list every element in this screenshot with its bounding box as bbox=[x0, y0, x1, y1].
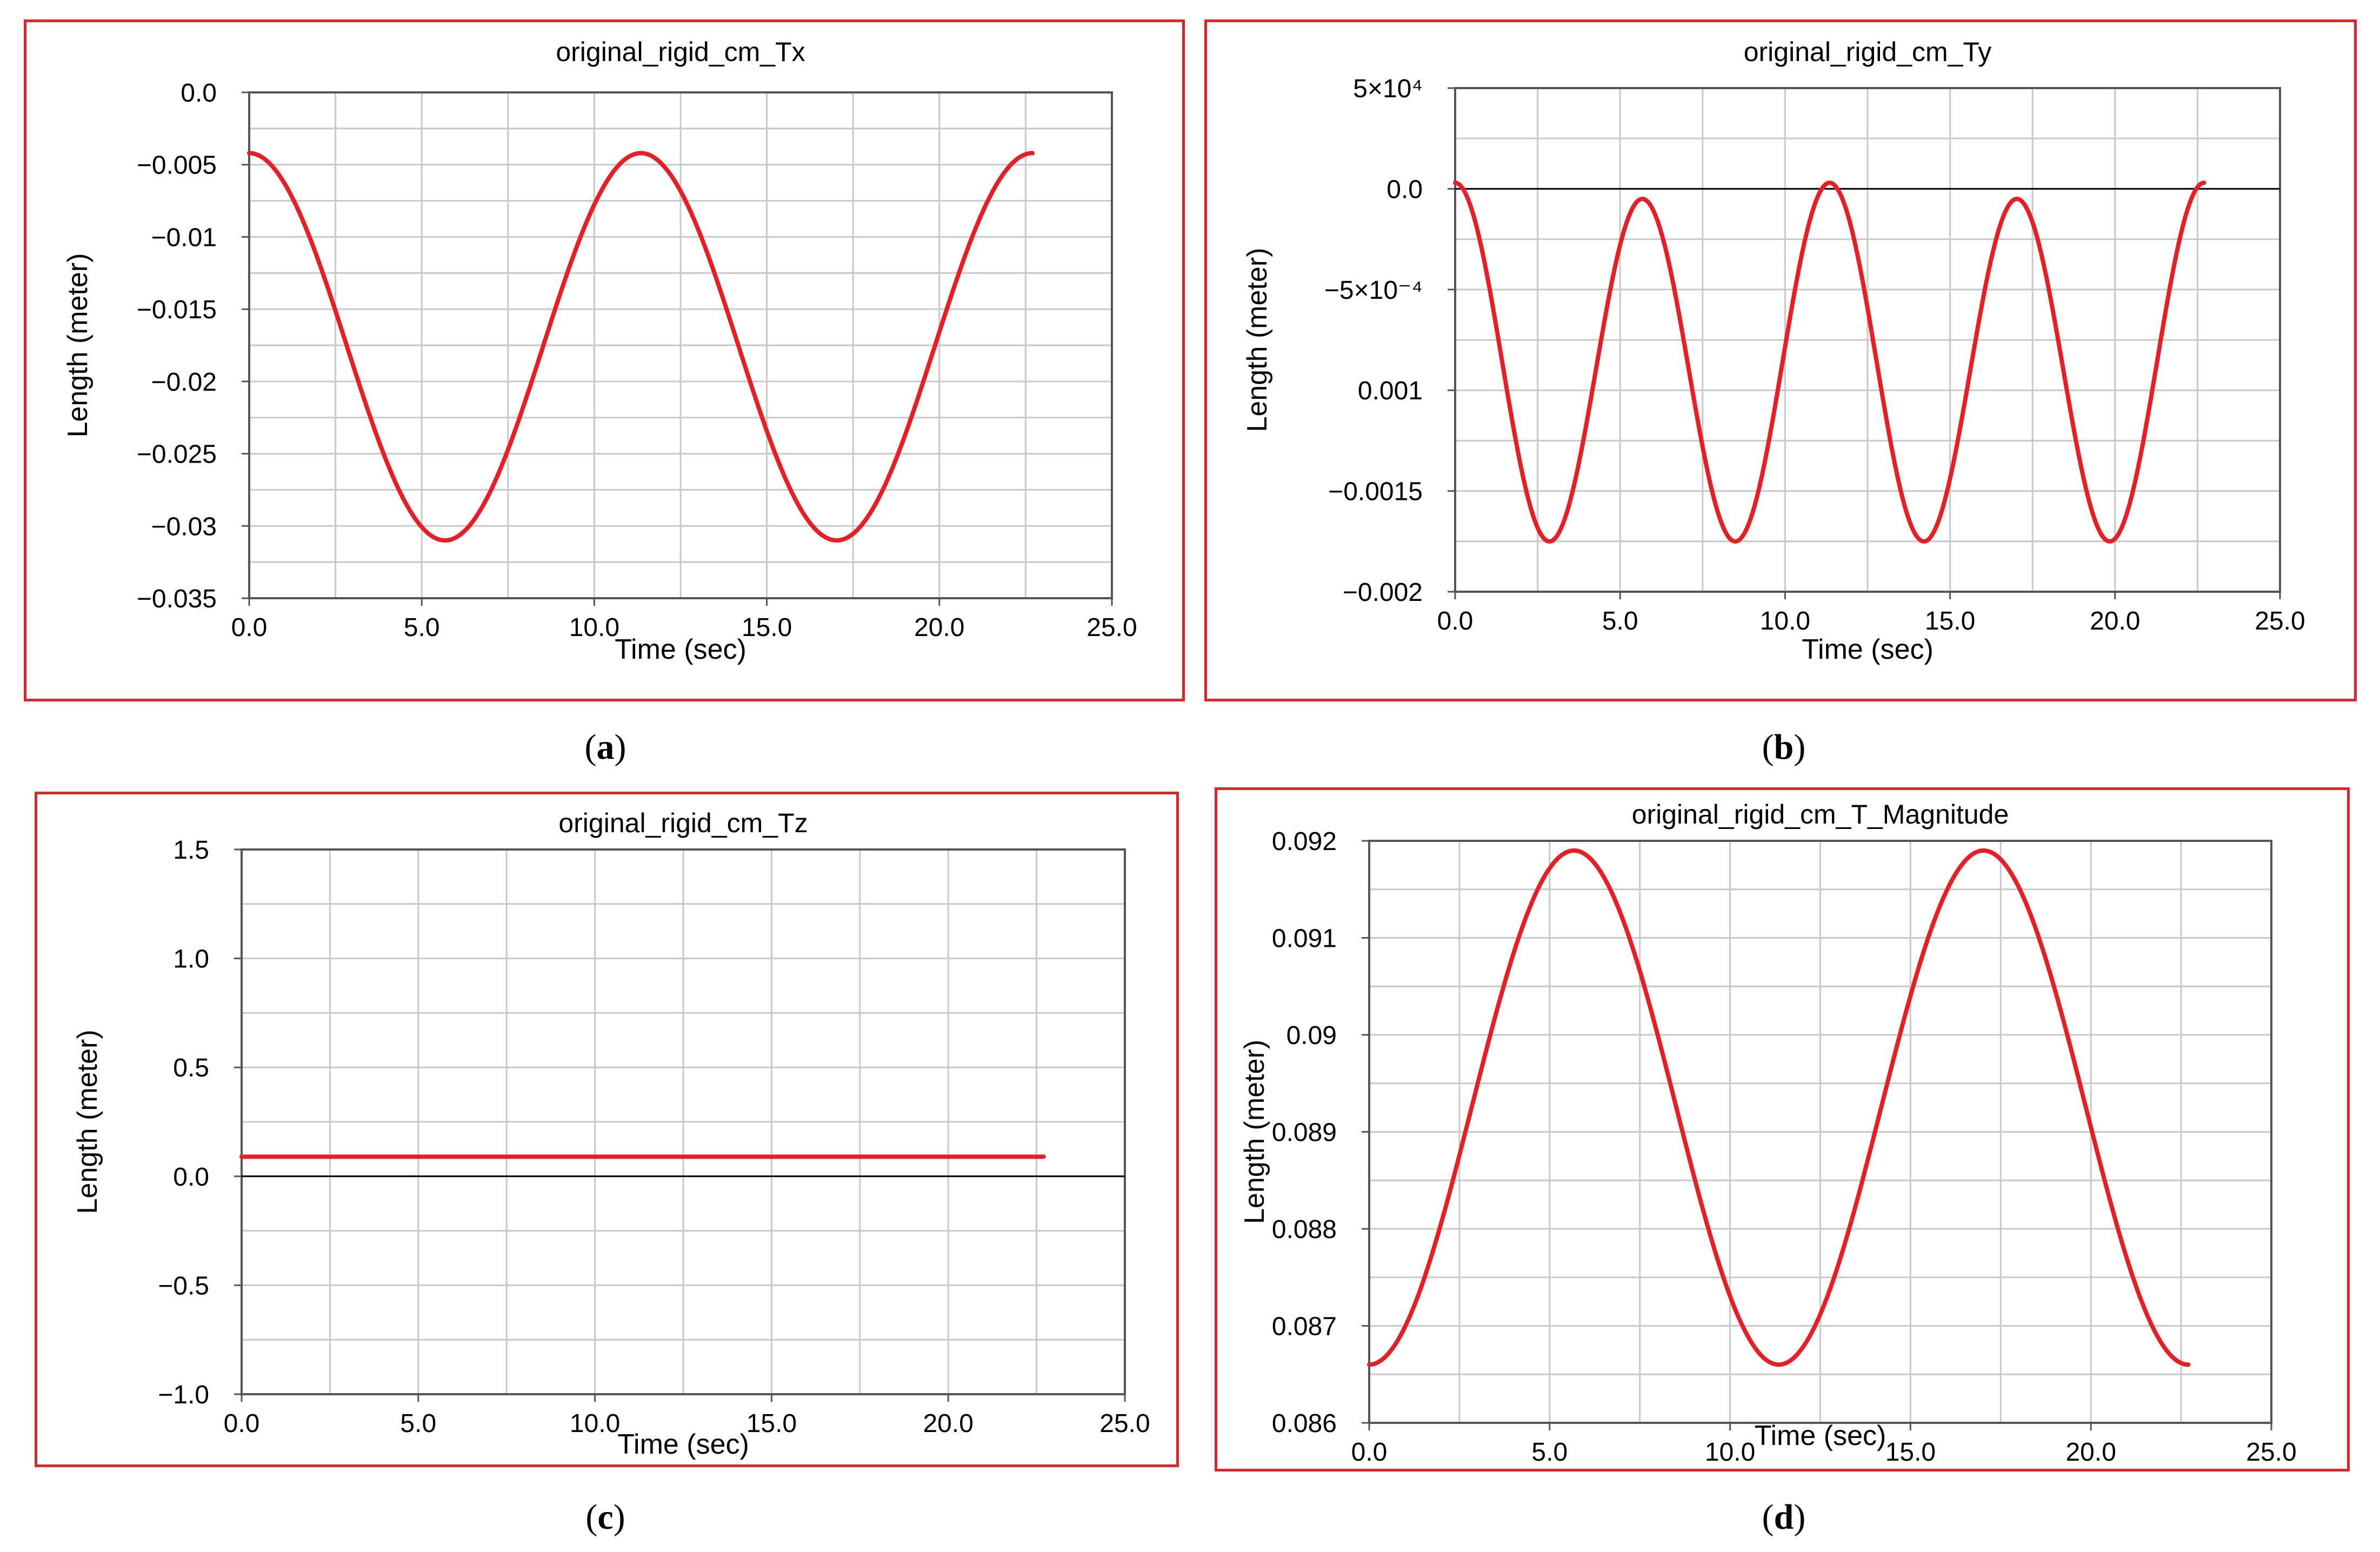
panel-a-frame: original_rigid_cm_Tx 0.0 5.0 10.0 15.0 20.0 25… bbox=[24, 19, 1185, 701]
x-tick-label: 25.0 bbox=[2255, 607, 2305, 635]
y-tick-label: 1.5 bbox=[173, 836, 209, 865]
x-tick-label: 0.0 bbox=[231, 613, 268, 642]
chart-tx: original_rigid_cm_Tx 0.0 5.0 10.0 15.0 20.0 25… bbox=[62, 37, 1137, 665]
y-tick-label: 0.001 bbox=[1358, 377, 1423, 405]
chart-ty: original_rigid_cm_Ty 0.0 5.0 10.0 15.0 20.0 25… bbox=[1242, 37, 2305, 665]
x-tick-label: 10.0 bbox=[1760, 607, 1810, 635]
x-tick-label: 25.0 bbox=[2246, 1438, 2296, 1467]
x-tick-label: 25.0 bbox=[1099, 1409, 1150, 1438]
y-tick-label: −0.035 bbox=[137, 585, 217, 613]
x-tick-label: 15.0 bbox=[1925, 607, 1975, 635]
x-tick-label: 25.0 bbox=[1086, 613, 1137, 642]
caption-a: (a) bbox=[584, 727, 626, 767]
caption-b: (b) bbox=[1762, 727, 1806, 767]
x-tick-label: 0.0 bbox=[1437, 607, 1474, 635]
x-tick-label: 20.0 bbox=[2090, 607, 2140, 635]
panel-c-frame: original_rigid_cm_Tz 0.0 5.0 10.0 15.0 20.0 25… bbox=[35, 792, 1179, 1467]
series-line bbox=[1453, 180, 2206, 544]
chart-title: original_rigid_cm_Ty bbox=[1744, 37, 1992, 67]
caption-d: (d) bbox=[1762, 1497, 1806, 1537]
y-tick-label: −1.0 bbox=[158, 1381, 209, 1409]
x-tick-label: 5.0 bbox=[404, 613, 440, 642]
chart-tz: original_rigid_cm_Tz 0.0 5.0 10.0 15.0 20.0 25… bbox=[72, 808, 1150, 1460]
chart-title: original_rigid_cm_Tz bbox=[558, 808, 808, 838]
y-tick-label: 0.0 bbox=[173, 1163, 209, 1192]
y-tick-label: −0.01 bbox=[151, 223, 217, 252]
caption-b-letter: b bbox=[1774, 727, 1794, 767]
chart-title: original_rigid_cm_T_Magnitude bbox=[1632, 799, 2009, 829]
x-tick-label: 5.0 bbox=[400, 1409, 436, 1438]
x-tick-label: 0.0 bbox=[224, 1409, 260, 1438]
y-axis-label: Length (meter) bbox=[62, 253, 94, 437]
x-axis-label: Time (sec) bbox=[1802, 634, 1934, 665]
x-tick-label: 20.0 bbox=[923, 1409, 973, 1438]
chart-title: original_rigid_cm_Tx bbox=[556, 37, 805, 67]
y-tick-label: 0.09 bbox=[1286, 1021, 1337, 1050]
y-tick-label: −0.0015 bbox=[1328, 478, 1423, 506]
y-axis-label: Length (meter) bbox=[1239, 1040, 1270, 1224]
y-tick-label: 0.091 bbox=[1272, 925, 1337, 953]
x-tick-label: 20.0 bbox=[914, 613, 964, 642]
caption-d-letter: d bbox=[1774, 1497, 1794, 1537]
y-tick-label: −0.03 bbox=[151, 512, 217, 541]
x-tick-label: 15.0 bbox=[1885, 1438, 1936, 1467]
y-tick-label: 0.089 bbox=[1272, 1119, 1337, 1147]
panel-d-frame: original_rigid_cm_T_Magnitude 0.0 5.0 10.0 1… bbox=[1215, 787, 2350, 1471]
y-tick-label: −0.025 bbox=[137, 440, 217, 469]
x-tick-label: 20.0 bbox=[2065, 1438, 2116, 1467]
plot-frame bbox=[1454, 87, 2281, 593]
caption-c: (c) bbox=[585, 1497, 625, 1537]
y-tick-label: −0.5 bbox=[158, 1272, 209, 1300]
y-tick-label: 0.0 bbox=[181, 79, 217, 108]
x-tick-label: 10.0 bbox=[569, 613, 619, 642]
y-tick-label: 0.088 bbox=[1272, 1215, 1337, 1244]
series-line bbox=[1367, 848, 2191, 1367]
series-line bbox=[247, 151, 1035, 543]
plot-frame bbox=[241, 848, 1126, 1395]
y-tick-label: −0.002 bbox=[1343, 578, 1423, 607]
x-tick-label: 5.0 bbox=[1602, 607, 1638, 635]
y-tick-label: 0.086 bbox=[1272, 1409, 1337, 1438]
y-tick-label: −0.015 bbox=[137, 296, 217, 324]
y-tick-label: 0.092 bbox=[1272, 827, 1337, 856]
x-axis-label: Time (sec) bbox=[1755, 1420, 1886, 1451]
x-tick-label: 0.0 bbox=[1351, 1438, 1388, 1467]
y-tick-label: 0.5 bbox=[173, 1054, 209, 1082]
plot-frame bbox=[248, 91, 1113, 599]
chart-t-magnitude: original_rigid_cm_T_Magnitude 0.0 5.0 10.0 1… bbox=[1239, 799, 2297, 1467]
y-tick-label: −5×10⁻⁴ bbox=[1324, 276, 1423, 305]
y-tick-label: −0.02 bbox=[151, 368, 217, 397]
x-tick-label: 10.0 bbox=[1705, 1438, 1755, 1467]
y-tick-label: 0.0 bbox=[1386, 175, 1423, 204]
caption-c-letter: c bbox=[597, 1497, 614, 1537]
x-tick-label: 15.0 bbox=[742, 613, 792, 642]
x-axis-label: Time (sec) bbox=[617, 1429, 749, 1460]
y-axis-label: Length (meter) bbox=[1242, 247, 1273, 432]
x-tick-label: 5.0 bbox=[1531, 1438, 1568, 1467]
x-tick-label: 10.0 bbox=[570, 1409, 620, 1438]
caption-a-letter: a bbox=[596, 727, 615, 767]
y-tick-label: 1.0 bbox=[173, 945, 209, 974]
x-axis-label: Time (sec) bbox=[615, 634, 746, 665]
plot-frame bbox=[1368, 840, 2272, 1424]
panel-b-frame: original_rigid_cm_Ty 0.0 5.0 10.0 15.0 20.0 25… bbox=[1204, 19, 2357, 701]
x-tick-label: 15.0 bbox=[746, 1409, 797, 1438]
y-tick-label: 0.087 bbox=[1272, 1313, 1337, 1341]
y-axis-label: Length (meter) bbox=[72, 1029, 103, 1214]
y-tick-label: −0.005 bbox=[137, 151, 217, 180]
y-tick-label: 5×10⁴ bbox=[1353, 75, 1423, 103]
